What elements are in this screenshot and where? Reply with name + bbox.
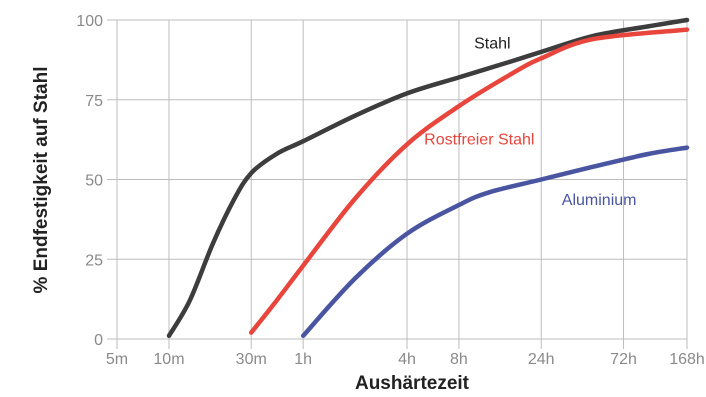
grid bbox=[107, 19, 688, 349]
series-labels: Stahl Rostfreier Stahl Aluminium bbox=[424, 36, 636, 209]
x-tick-label-1h: 1h bbox=[294, 351, 312, 368]
y-tick-label-75: 75 bbox=[85, 93, 103, 110]
series-line-aluminium bbox=[300, 145, 690, 339]
x-tick-label-5m: 5m bbox=[106, 351, 128, 368]
series-line-rostfreier-stahl bbox=[248, 27, 690, 335]
x-tick-label-72h: 72h bbox=[610, 351, 637, 368]
x-tick-label-8h: 8h bbox=[450, 351, 468, 368]
y-tick-label-100: 100 bbox=[76, 13, 103, 30]
series-lines bbox=[166, 17, 690, 339]
y-tick-label-50: 50 bbox=[85, 173, 103, 190]
y-axis-title: % Endfestigkeit auf Stahl bbox=[31, 67, 52, 294]
x-tick-label-24h: 24h bbox=[528, 351, 555, 368]
x-axis-ticks: 5m 10m 30m 1h 4h 8h 24h 72h 168h bbox=[106, 351, 705, 368]
x-tick-label-4h: 4h bbox=[398, 351, 416, 368]
y-tick-label-25: 25 bbox=[85, 252, 103, 269]
series-label-stahl: Stahl bbox=[474, 36, 510, 53]
x-tick-label-30m: 30m bbox=[236, 351, 267, 368]
y-tick-label-0: 0 bbox=[94, 332, 103, 349]
series-label-aluminium: Aluminium bbox=[562, 192, 637, 209]
x-tick-label-168h: 168h bbox=[669, 351, 705, 368]
series-line-stahl bbox=[166, 17, 690, 339]
x-tick-label-10m: 10m bbox=[153, 351, 184, 368]
y-axis-ticks: 0 25 50 75 100 bbox=[76, 13, 103, 349]
series-label-rostfreier-stahl: Rostfreier Stahl bbox=[424, 131, 534, 148]
x-axis-title: Aushärtezeit bbox=[355, 373, 470, 394]
